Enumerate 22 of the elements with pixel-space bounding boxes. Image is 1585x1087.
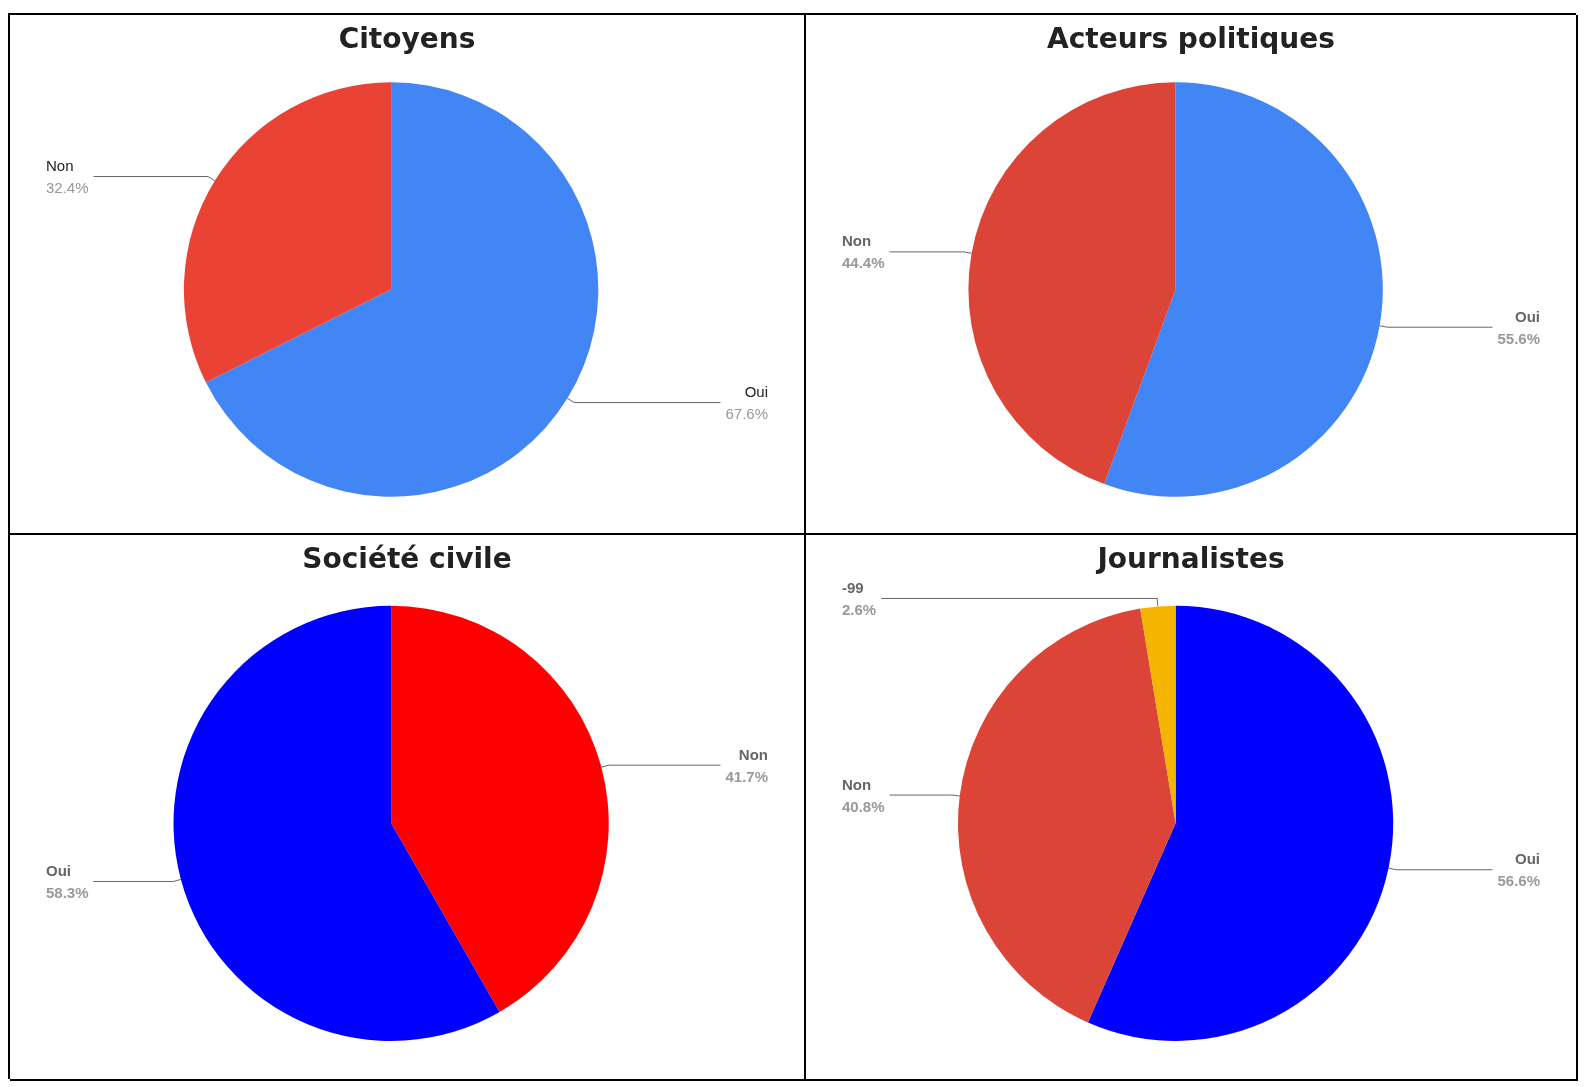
slice-label: Oui <box>744 383 768 401</box>
chart-title: Citoyens <box>338 21 476 55</box>
data-label: 40.8% <box>842 797 885 815</box>
chart-title: Journalistes <box>1095 541 1285 575</box>
slice-label: Oui <box>1515 850 1540 868</box>
data-label: 44.4% <box>842 254 885 272</box>
data-label: 2.6% <box>842 600 877 618</box>
slice-label: Oui <box>46 861 71 879</box>
slice-label: -99 <box>842 578 864 596</box>
slice-label: Non <box>842 232 872 250</box>
data-label: 41.7% <box>725 767 768 785</box>
data-label: 32.4% <box>46 179 89 197</box>
data-label: 67.6% <box>725 405 768 423</box>
data-label: 56.6% <box>1497 872 1540 890</box>
slice-label: Non <box>738 745 768 763</box>
data-label: 55.6% <box>1497 329 1540 347</box>
slice-label: Non <box>46 157 74 175</box>
chart-title: Société civile <box>302 541 512 575</box>
slice-label: Non <box>842 775 872 793</box>
chart-title: Acteurs politiques <box>1047 21 1335 55</box>
data-label: 58.3% <box>46 883 89 901</box>
slice-label: Oui <box>1515 307 1540 325</box>
